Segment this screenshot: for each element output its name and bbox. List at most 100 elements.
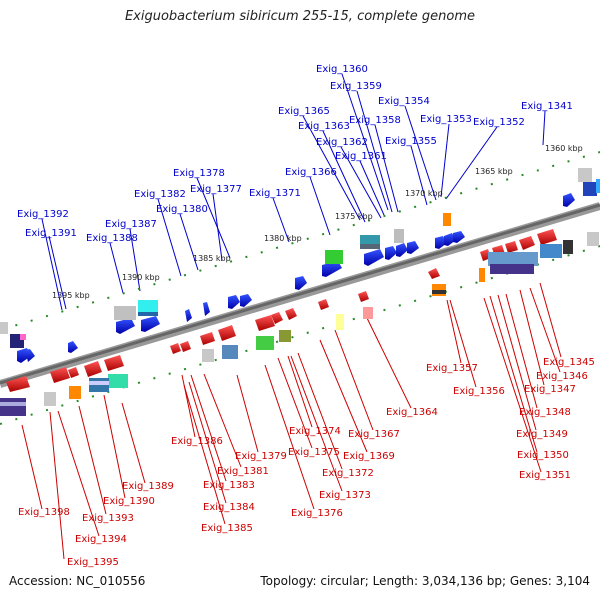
gene-label: Exig_1398: [18, 507, 70, 518]
gene-label: Exig_1395: [67, 557, 119, 568]
gene-arrow: [180, 341, 191, 352]
gene-label: Exig_1348: [519, 407, 571, 418]
gene-label: Exig_1373: [319, 490, 371, 501]
top-gene-labels: Exig_1360 Exig_1359 Exig_1354 Exig_1341 …: [17, 64, 573, 244]
gene-arrow: [364, 249, 384, 266]
accession-text: Accession: NC_010556: [9, 574, 146, 588]
gene-label: Exig_1357: [426, 363, 478, 374]
gene-label: Exig_1376: [291, 508, 343, 519]
gene-block: [222, 345, 238, 359]
gene-arrow: [218, 325, 236, 341]
gene-label: Exig_1361: [335, 151, 387, 162]
kbp-tick-label: 1390 kbp: [122, 273, 160, 282]
kbp-tick-label: 1370 kbp: [405, 189, 443, 198]
gene-block: [583, 182, 597, 196]
gene-label: Exig_1359: [330, 81, 382, 92]
gene-label: Exig_1380: [156, 204, 208, 215]
gene-block: [563, 240, 573, 254]
kbp-tick-label: 1375 kbp: [335, 212, 373, 221]
gene-label: Exig_1353: [420, 114, 472, 125]
kbp-tick-label: 1395 kbp: [52, 291, 90, 300]
gene-label: Exig_1356: [453, 386, 505, 397]
gene-arrow: [385, 246, 397, 260]
gene-arrow: [358, 291, 369, 302]
gene-block: [0, 402, 26, 406]
gene-label: Exig_1374: [289, 426, 341, 437]
gene-block: [432, 290, 446, 294]
gene-block: [279, 330, 291, 342]
gene-label: Exig_1389: [122, 481, 174, 492]
gene-block: [394, 229, 404, 243]
gene-label: Exig_1355: [385, 136, 437, 147]
gene-label: Exig_1367: [348, 429, 400, 440]
gene-label: Exig_1388: [86, 233, 138, 244]
gene-label: Exig_1392: [17, 209, 69, 220]
gene-arrow: [50, 367, 70, 383]
gene-arrow: [537, 229, 557, 245]
gene-block: [108, 374, 128, 388]
gene-label: Exig_1363: [298, 121, 350, 132]
gene-label: Exig_1364: [386, 407, 438, 418]
gene-block: [443, 213, 451, 226]
gene-arrow: [68, 367, 79, 378]
gene-block: [114, 306, 136, 320]
gene-label: Exig_1347: [524, 384, 576, 395]
gene-label: Exig_1391: [25, 228, 77, 239]
gene-arrow: [240, 294, 252, 307]
gene-arrow: [116, 318, 135, 334]
gene-arrow: [285, 308, 297, 320]
kbp-tick-label: 1365 kbp: [475, 167, 513, 176]
gene-label: Exig_1346: [536, 371, 588, 382]
kbp-tick-label: 1360 kbp: [545, 144, 583, 153]
gene-block: [578, 168, 592, 182]
gene-label: Exig_1352: [473, 117, 525, 128]
gene-block: [138, 312, 158, 316]
gene-block: [89, 381, 109, 385]
gene-block: [20, 334, 26, 340]
gene-arrow: [407, 241, 419, 254]
gene-arrow: [170, 343, 181, 354]
gene-block: [0, 398, 26, 416]
kbp-tick-label: 1385 kbp: [193, 254, 231, 263]
gene-arrow: [271, 312, 283, 324]
gene-arrow: [519, 236, 535, 250]
gene-label: Exig_1377: [190, 184, 242, 195]
gene-label: Exig_1371: [249, 188, 301, 199]
gene-arrow: [505, 241, 518, 253]
gene-label: Exig_1381: [217, 466, 269, 477]
gene-label: Exig_1349: [516, 429, 568, 440]
gene-block: [490, 264, 534, 274]
gene-arrow: [428, 268, 440, 279]
gene-label: Exig_1360: [316, 64, 368, 75]
gene-block: [540, 244, 562, 258]
gene-label: Exig_1358: [349, 115, 401, 126]
gene-arrow: [200, 332, 215, 345]
gene-arrow: [185, 309, 192, 322]
gene-block: [336, 314, 344, 330]
gene-label: Exig_1350: [517, 450, 569, 461]
gene-label: Exig_1379: [235, 451, 287, 462]
gene-label: Exig_1378: [173, 168, 225, 179]
gene-label: Exig_1341: [521, 101, 573, 112]
gene-block: [44, 392, 56, 406]
gene-arrow: [228, 295, 240, 309]
gene-label: Exig_1369: [343, 451, 395, 462]
gene-label: Exig_1362: [316, 137, 368, 148]
gene-label: Exig_1393: [82, 513, 134, 524]
gene-arrow: [84, 361, 102, 377]
gene-block: [0, 322, 8, 334]
gene-label: Exig_1385: [201, 523, 253, 534]
gene-label: Exig_1365: [278, 106, 330, 117]
gene-label: Exig_1387: [105, 219, 157, 230]
genome-title: Exiguobacterium sibiricum 255-15, comple…: [124, 9, 476, 24]
top-leader-lines: [41, 73, 546, 311]
kbp-tick-label: 1380 kbp: [264, 234, 302, 243]
gene-arrow: [322, 261, 342, 277]
gene-arrow: [104, 355, 124, 371]
gene-block: [69, 386, 81, 399]
gene-arrow: [203, 302, 210, 316]
gene-arrow: [6, 376, 30, 392]
gene-arrow: [563, 193, 575, 207]
gene-block: [363, 307, 373, 319]
